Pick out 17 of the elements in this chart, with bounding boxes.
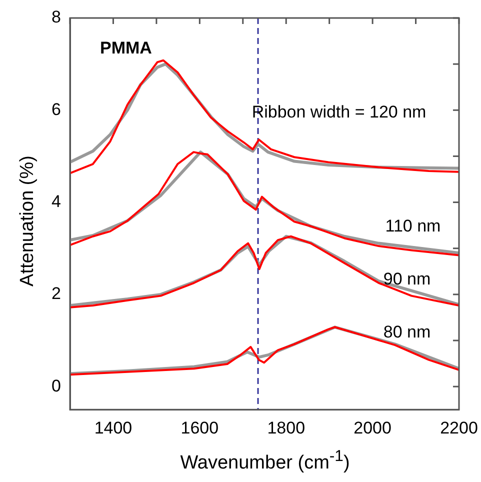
x-tick-label: 1400 [94, 418, 132, 438]
x-tick-label: 1800 [267, 418, 306, 438]
y-axis-title: Attenuation (%) [17, 154, 39, 288]
x-tick-label: 2200 [440, 418, 478, 438]
y-tick-label: 6 [52, 100, 61, 119]
x-axis-title: Wavenumber (cm$^{-1}$) [179, 448, 351, 474]
annotation: 110 nm [385, 216, 441, 236]
y-tick-label: 0 [52, 376, 61, 396]
annotation: PMMA [100, 38, 152, 58]
x-tick-label: 1600 [180, 418, 219, 438]
x-tick-label: 2000 [354, 418, 392, 438]
annotation: 80 nm [383, 322, 431, 342]
annotation: Ribbon width = 120 nm [252, 102, 426, 122]
annotation: 90 nm [383, 270, 431, 289]
y-tick-label: 2 [52, 284, 61, 304]
y-tick-label: 8 [52, 8, 61, 27]
y-tick-label: 4 [52, 192, 61, 211]
